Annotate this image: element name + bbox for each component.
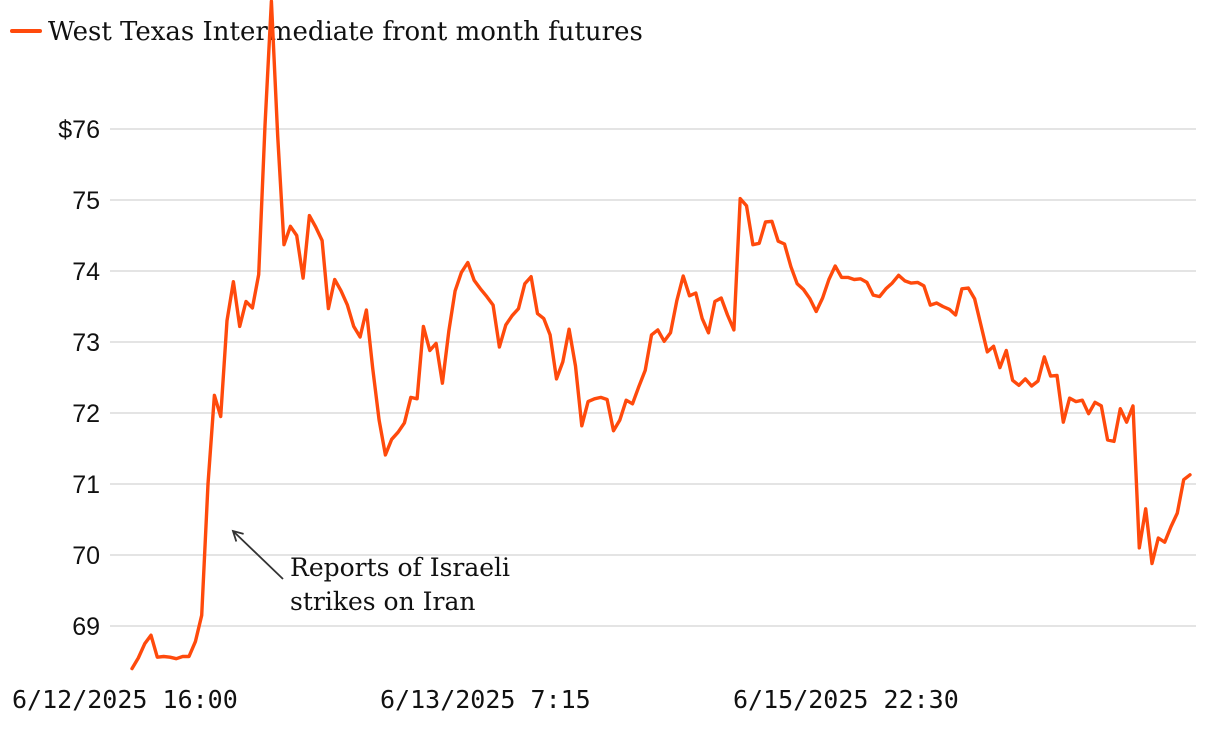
- series-layer: [130, 0, 1192, 671]
- annotation-text: Reports of Israeli strikes on Iran: [290, 553, 518, 616]
- y-tick-label: 73: [72, 329, 100, 357]
- x-tick-label: 6/13/2025 7:15: [380, 685, 591, 714]
- y-tick-label: $76: [58, 116, 100, 144]
- annotation-arrowhead: [231, 529, 244, 542]
- legend-label: West Texas Intermediate front month futu…: [48, 17, 643, 47]
- annotation-line-2: strikes on Iran: [290, 587, 475, 616]
- x-tick-label: 6/15/2025 22:30: [733, 685, 959, 714]
- legend: West Texas Intermediate front month futu…: [10, 17, 643, 47]
- x-tick-label: 6/12/2025 16:00: [12, 685, 238, 714]
- annotation: Reports of Israeli strikes on Iran: [231, 529, 518, 616]
- y-tick-label: 69: [72, 613, 100, 641]
- series-line-wti: [130, 0, 1192, 671]
- y-tick-label: 71: [72, 471, 100, 499]
- y-tick-label: 72: [72, 400, 100, 428]
- x-axis: 6/12/2025 16:00 6/13/2025 7:15 6/15/2025 2…: [12, 685, 959, 714]
- y-tick-label: 70: [72, 542, 100, 570]
- y-tick-label: 75: [72, 187, 100, 215]
- gridlines: [110, 128, 1196, 627]
- annotation-line-1: Reports of Israeli: [290, 553, 510, 582]
- annotation-arrow: [232, 530, 284, 580]
- y-axis: 69 70 71 72 73 74 75 $76: [58, 116, 100, 641]
- y-tick-label: 74: [72, 258, 100, 286]
